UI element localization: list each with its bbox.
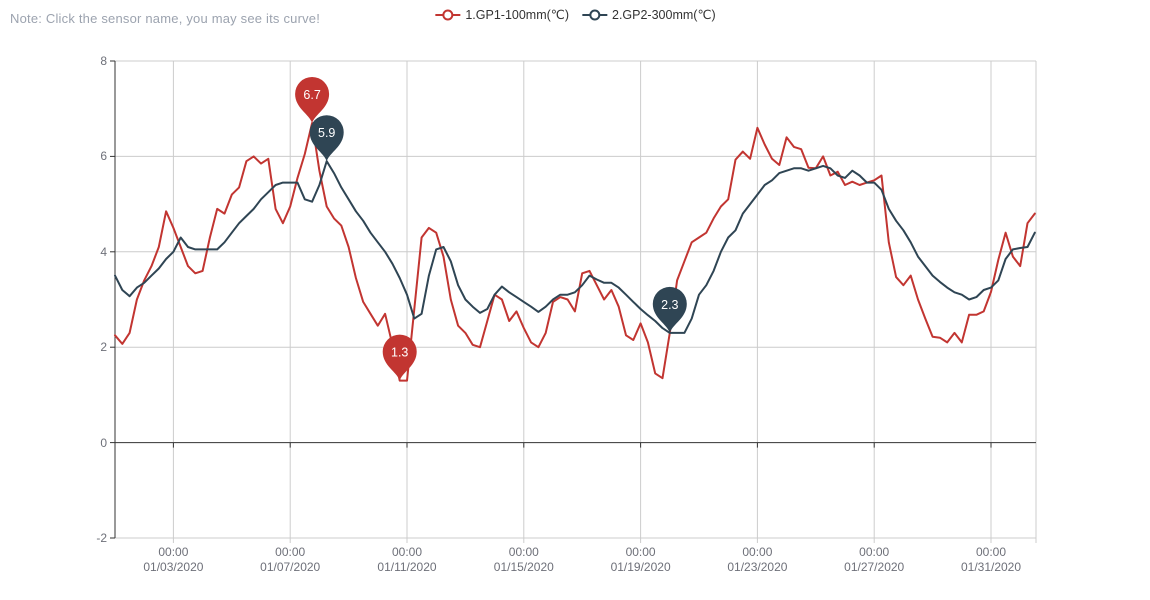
x-tick-time: 00:00: [625, 545, 656, 559]
markpoint-gp1-max: 6.7: [295, 77, 330, 123]
line-series-icon: [582, 9, 607, 20]
x-tick-time: 00:00: [158, 545, 189, 559]
x-tick-date: 01/07/2020: [260, 560, 321, 574]
x-tick-time: 00:00: [508, 545, 539, 559]
x-tick-date: 01/15/2020: [493, 560, 554, 574]
legend-item-gp2[interactable]: 2.GP2-300mm(℃): [581, 7, 716, 22]
legend: 1.GP1-100mm(℃) 2.GP2-300mm(℃): [434, 7, 716, 22]
markpoint-gp2-min: 2.3: [652, 286, 687, 333]
x-axis-tick-label: 00:00 01/11/2020: [362, 545, 452, 575]
svg-text:6.7: 6.7: [303, 88, 320, 102]
svg-text:5.9: 5.9: [318, 126, 335, 140]
markpoint-gp2-max: 5.9: [309, 115, 344, 162]
line-series-icon: [435, 9, 461, 20]
y-axis-tick-label: 8: [100, 54, 107, 68]
x-tick-date: 01/11/2020: [377, 560, 437, 574]
x-tick-time: 00:00: [742, 545, 773, 559]
svg-text:2.3: 2.3: [661, 298, 678, 312]
legend-item-gp1[interactable]: 1.GP1-100mm(℃): [434, 7, 569, 22]
legend-item-label: 2.GP2-300mm(℃): [612, 8, 716, 22]
markpoint-gp1-min: 1.3: [382, 334, 417, 381]
x-axis-tick-label: 00:00 01/15/2020: [479, 545, 569, 575]
x-tick-date: 01/03/2020: [143, 560, 204, 574]
x-tick-time: 00:00: [391, 545, 423, 559]
x-axis-tick-label: 00:00 01/07/2020: [245, 545, 335, 575]
x-axis-tick-label: 00:00 01/31/2020: [946, 545, 1036, 575]
x-tick-time: 00:00: [975, 545, 1007, 559]
x-axis-tick-label: 00:00 01/23/2020: [712, 545, 802, 575]
x-axis-tick-label: 00:00 01/03/2020: [128, 545, 218, 575]
legend-item-label: 1.GP1-100mm(℃): [465, 8, 569, 22]
series-line-gp2: [114, 160, 1036, 334]
x-tick-time: 00:00: [859, 545, 890, 559]
y-axis-tick-label: 2: [100, 340, 107, 355]
note-text: Note: Click the sensor name, you may see…: [10, 11, 321, 26]
x-tick-time: 00:00: [275, 545, 306, 559]
x-tick-date: 01/19/2020: [610, 560, 671, 574]
x-tick-date: 01/23/2020: [727, 560, 788, 574]
svg-text:1.3: 1.3: [391, 346, 408, 360]
series-line-gp1: [114, 122, 1036, 382]
x-tick-date: 01/31/2020: [960, 560, 1022, 574]
y-axis-tick-label: 6: [100, 149, 107, 164]
y-axis-tick-label: 0: [100, 435, 107, 450]
x-tick-date: 01/27/2020: [844, 560, 905, 574]
x-axis-tick-label: 00:00 01/19/2020: [596, 545, 686, 575]
x-axis-tick-label: 00:00 01/27/2020: [829, 545, 919, 575]
y-axis-tick-label: -2: [96, 531, 107, 545]
y-axis-tick-label: 4: [100, 244, 107, 259]
